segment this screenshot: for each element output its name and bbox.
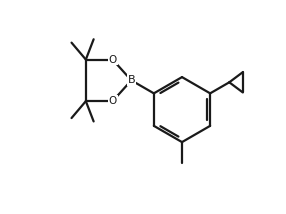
Text: O: O: [108, 55, 117, 65]
Text: O: O: [108, 96, 117, 106]
Text: B: B: [128, 75, 135, 85]
